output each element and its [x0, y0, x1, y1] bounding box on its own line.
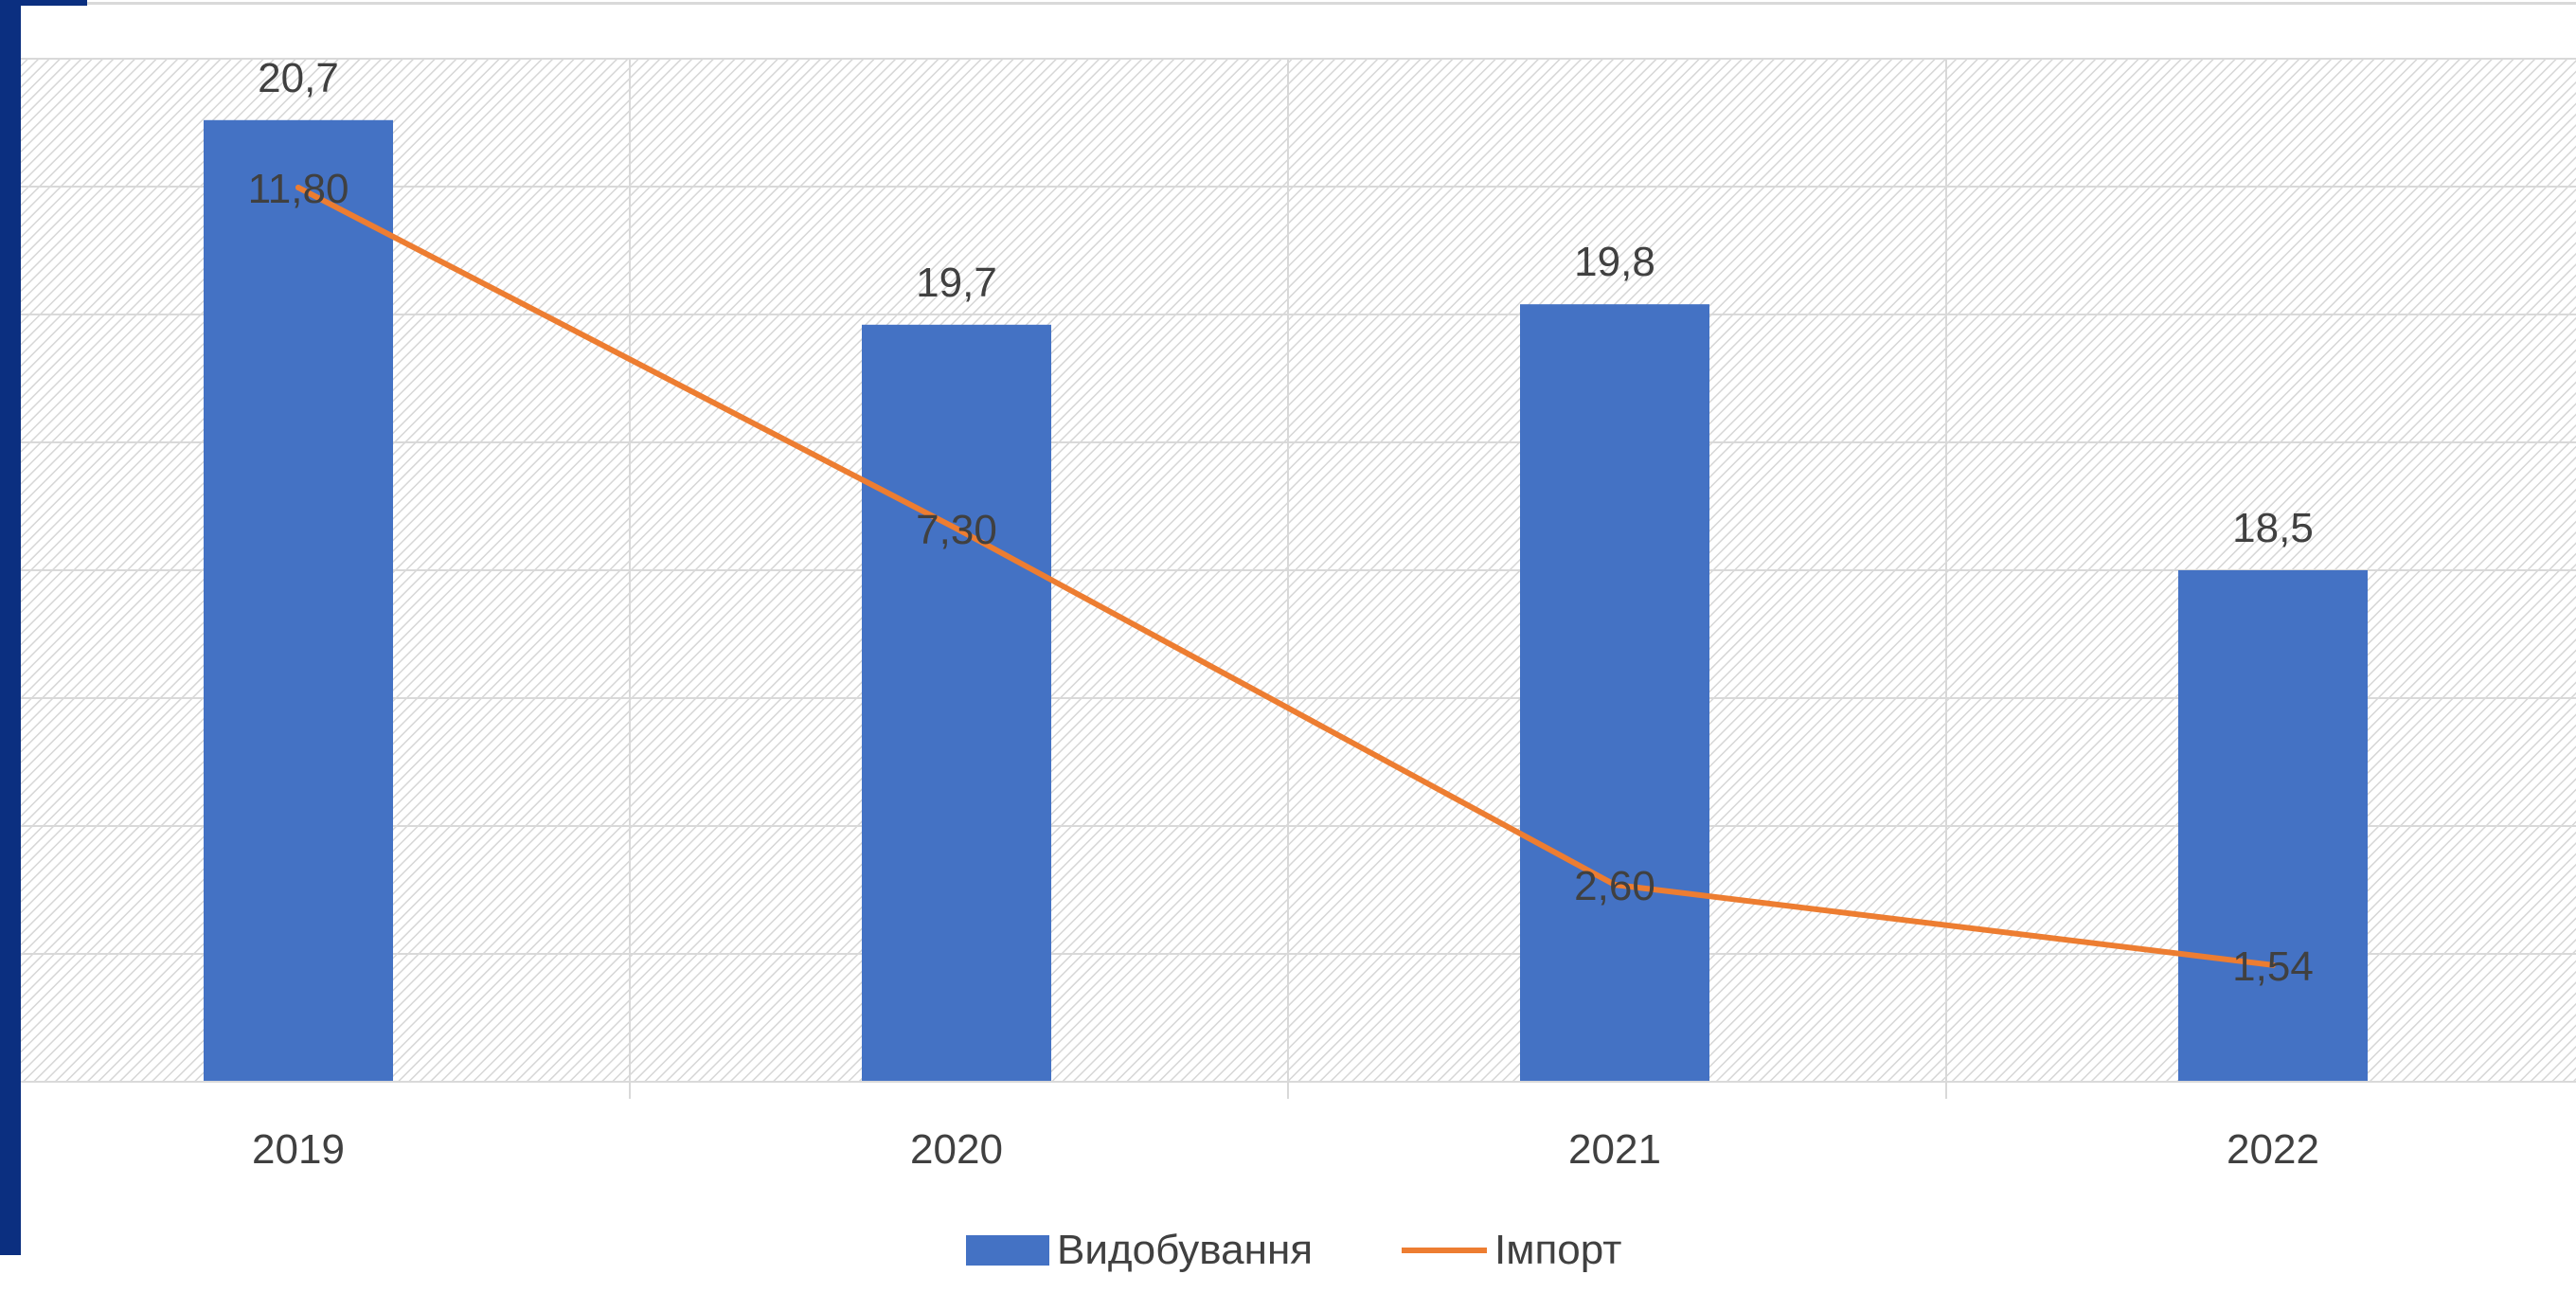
line-data-label-2019: 11,80 — [248, 166, 349, 212]
bar-2020 — [862, 324, 1051, 1082]
import-line — [295, 185, 2276, 968]
bar-series-layer — [204, 119, 2368, 1083]
bar-data-label-2022: 18,5 — [2232, 505, 2314, 551]
line-series-layer — [295, 185, 2276, 968]
x-tick-label-2021: 2021 — [1568, 1126, 1661, 1173]
slide-accent-stripe — [0, 0, 21, 1255]
x-axis: 2019 2020 2021 2022 — [21, 1081, 2576, 1173]
bar-data-label-2020: 19,7 — [916, 260, 997, 306]
line-point-2019 — [295, 185, 301, 190]
line-data-label-2021: 2,60 — [1574, 863, 1655, 909]
x-tick-label-2019: 2019 — [252, 1126, 345, 1173]
line-data-label-2020: 7,30 — [916, 507, 997, 553]
data-label-layer: 20,7 19,7 19,8 18,5 11,80 7,30 2,60 1,54 — [248, 55, 2314, 990]
x-tick-label-2020: 2020 — [910, 1126, 1003, 1173]
line-data-label-2022: 1,54 — [2232, 943, 2314, 990]
top-divider — [87, 2, 2576, 5]
legend: Видобування Імпорт — [966, 1227, 1621, 1273]
bar-2022 — [2178, 570, 2368, 1082]
bar-2021 — [1520, 304, 1709, 1082]
legend-label-line: Імпорт — [1494, 1227, 1621, 1273]
bar-2019 — [204, 119, 393, 1083]
bar-data-label-2021: 19,8 — [1574, 239, 1655, 285]
line-point-2020 — [954, 526, 959, 531]
x-tick-label-2022: 2022 — [2227, 1126, 2319, 1173]
legend-label-bar: Видобування — [1057, 1227, 1313, 1273]
bar-data-label-2019: 20,7 — [258, 55, 339, 101]
legend-bar-swatch — [966, 1235, 1049, 1266]
line-point-2021 — [1612, 882, 1618, 888]
slide-corner-tab — [0, 0, 87, 6]
line-point-2022 — [2270, 961, 2276, 968]
